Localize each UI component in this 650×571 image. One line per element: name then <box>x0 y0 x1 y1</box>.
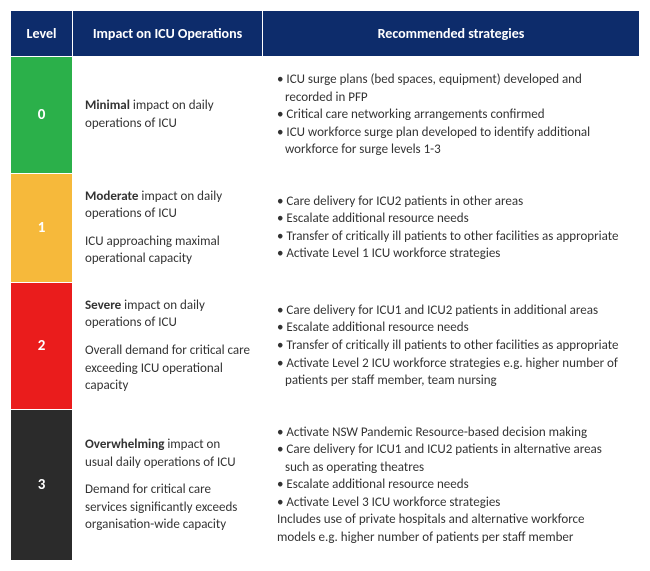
table-row: 2Severe impact on daily operations of IC… <box>11 282 640 409</box>
impact-sub: Overall demand for critical care exceedi… <box>85 342 250 395</box>
strategy-bullet: • Transfer of critically ill patients to… <box>277 228 625 246</box>
strategy-bullet: • Escalate additional resource needs <box>277 210 625 228</box>
table-row: 0Minimal impact on daily operations of I… <box>11 57 640 174</box>
strategy-bullet: • Activate Level 2 ICU workforce strateg… <box>277 355 625 390</box>
table-row: 3Overwhelming impact on usual daily oper… <box>11 409 640 561</box>
strategy-bullet: • Care delivery for ICU2 patients in oth… <box>277 193 625 211</box>
strategy-bullet: • Care delivery for ICU1 and ICU2 patien… <box>277 441 625 476</box>
strategy-bullet: • Escalate additional resource needs <box>277 319 625 337</box>
strategy-bullet: • Transfer of critically ill patients to… <box>277 337 625 355</box>
impact-cell: Severe impact on daily operations of ICU… <box>73 282 263 409</box>
header-impact: Impact on ICU Operations <box>73 11 263 57</box>
impact-cell: Overwhelming impact on usual daily opera… <box>73 409 263 561</box>
strategies-cell: • Activate NSW Pandemic Resource-based d… <box>263 409 640 561</box>
strategy-bullet: • Activate Level 1 ICU workforce strateg… <box>277 245 625 263</box>
level-cell: 1 <box>11 173 73 282</box>
strategy-bullet: • Activate NSW Pandemic Resource-based d… <box>277 424 625 442</box>
level-cell: 3 <box>11 409 73 561</box>
table-body: 0Minimal impact on daily operations of I… <box>11 57 640 561</box>
strategy-bullet: • Care delivery for ICU1 and ICU2 patien… <box>277 302 625 320</box>
strategy-trailing: Includes use of private hospitals and al… <box>277 511 625 546</box>
header-level: Level <box>11 11 73 57</box>
table-row: 1Moderate impact on daily operations of … <box>11 173 640 282</box>
strategies-cell: • ICU surge plans (bed spaces, equipment… <box>263 57 640 174</box>
header-row: Level Impact on ICU Operations Recommend… <box>11 11 640 57</box>
impact-sub: Demand for critical care services signif… <box>85 481 250 534</box>
impact-lead: Overwhelming <box>85 437 164 452</box>
level-cell: 2 <box>11 282 73 409</box>
level-cell: 0 <box>11 57 73 174</box>
strategy-bullet: • ICU workforce surge plan developed to … <box>277 124 625 159</box>
icu-surge-table: Level Impact on ICU Operations Recommend… <box>10 10 640 561</box>
impact-cell: Moderate impact on daily operations of I… <box>73 173 263 282</box>
impact-sub: ICU approaching maximal operational capa… <box>85 233 250 268</box>
impact-lead: Moderate <box>85 189 138 204</box>
strategy-bullet: • ICU surge plans (bed spaces, equipment… <box>277 71 625 106</box>
strategy-bullet: • Critical care networking arrangements … <box>277 106 625 124</box>
strategy-bullet: • Escalate additional resource needs <box>277 476 625 494</box>
impact-lead: Minimal <box>85 98 130 113</box>
header-strategies: Recommended strategies <box>263 11 640 57</box>
strategies-cell: • Care delivery for ICU2 patients in oth… <box>263 173 640 282</box>
strategy-bullet: • Activate Level 3 ICU workforce strateg… <box>277 494 625 512</box>
strategies-cell: • Care delivery for ICU1 and ICU2 patien… <box>263 282 640 409</box>
impact-lead: Severe <box>85 298 121 313</box>
impact-cell: Minimal impact on daily operations of IC… <box>73 57 263 174</box>
